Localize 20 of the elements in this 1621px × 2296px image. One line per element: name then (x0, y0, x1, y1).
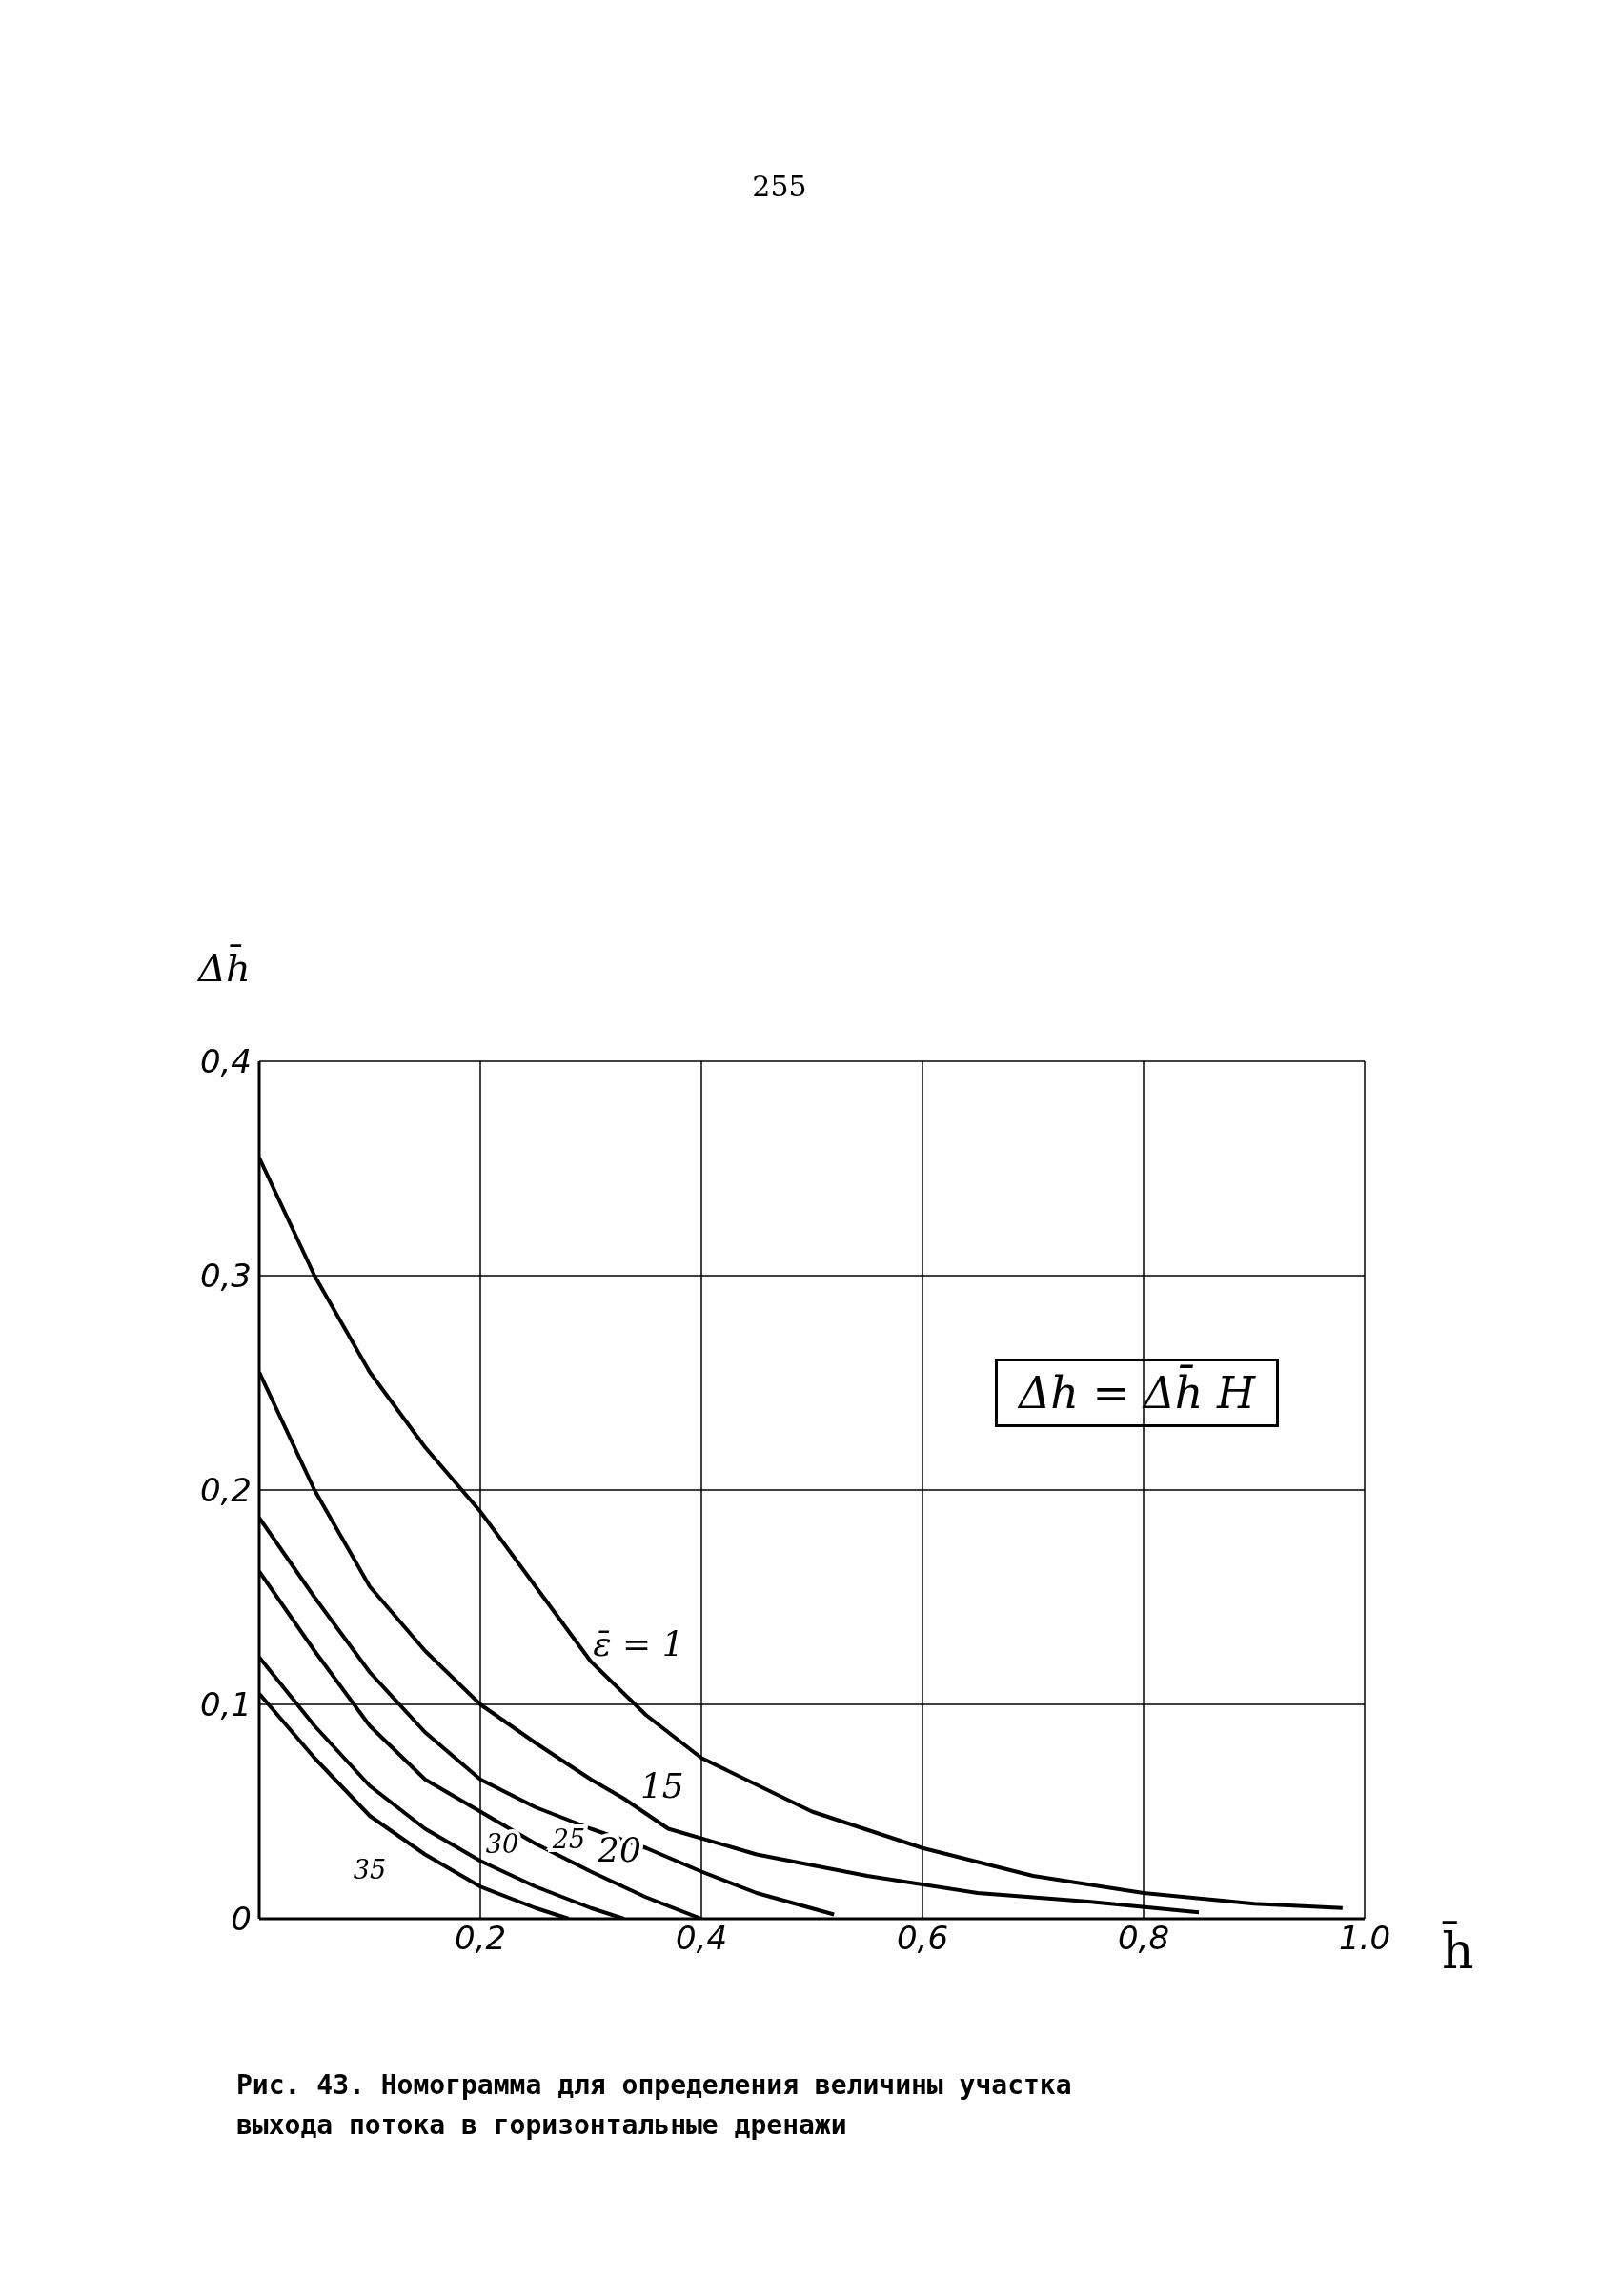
series-label: 15 (639, 1766, 684, 1805)
x-tick-label: 0,8 (1117, 1919, 1170, 1958)
x-tick-label: 0,6 (896, 1919, 949, 1958)
text: 255 (751, 170, 808, 203)
y-tick-label: 0,4 (199, 1042, 252, 1081)
series-label: 20 (597, 1829, 641, 1869)
y-tick-label: 0,3 (199, 1257, 252, 1296)
series-label: 35 (353, 1854, 387, 1884)
series-label: ε̄ = 1 (593, 1624, 684, 1663)
series-label: 25 (551, 1824, 586, 1854)
series-label: 30 (485, 1828, 519, 1859)
y-tick-label: 0 (231, 1900, 252, 1939)
x-axis-title: h̄ (1442, 1923, 1474, 1980)
y-tick-label: 0,2 (199, 1471, 252, 1510)
x-tick-label: 0,2 (454, 1919, 507, 1958)
x-tick-label: 1.0 (1338, 1919, 1391, 1958)
y-tick-label: 0,1 (199, 1685, 252, 1724)
text: Рис. 43. Номограмма для определения величины участка выхода потока в горизонтальные дренажи (236, 2068, 1073, 2143)
y-axis-title: Δh̄ (198, 946, 251, 990)
x-tick-label: 0,4 (675, 1919, 728, 1958)
